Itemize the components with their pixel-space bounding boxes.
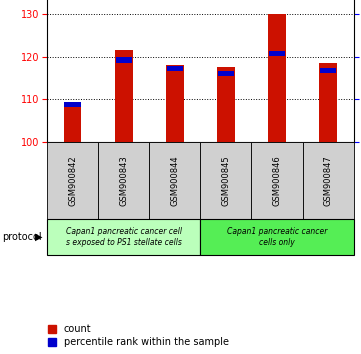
Bar: [64, 103, 82, 142]
Text: GSM900843: GSM900843: [119, 155, 128, 206]
Bar: [65, 102, 81, 107]
Bar: [47, 219, 200, 255]
Bar: [115, 50, 132, 142]
Text: GSM900844: GSM900844: [170, 155, 179, 206]
Bar: [268, 14, 286, 142]
Bar: [116, 57, 132, 63]
Text: protocol: protocol: [2, 232, 42, 242]
Bar: [303, 142, 354, 219]
Bar: [200, 142, 252, 219]
Bar: [269, 51, 285, 56]
Bar: [217, 67, 235, 142]
Text: GSM900847: GSM900847: [324, 155, 333, 206]
Bar: [200, 219, 354, 255]
Bar: [167, 66, 183, 71]
Bar: [319, 63, 337, 142]
Bar: [320, 68, 336, 73]
Bar: [252, 142, 303, 219]
Bar: [98, 142, 149, 219]
Text: ▶: ▶: [35, 232, 43, 242]
Bar: [218, 71, 234, 76]
Bar: [149, 142, 200, 219]
Text: GSM900846: GSM900846: [273, 155, 282, 206]
Bar: [166, 65, 184, 142]
Text: GSM900842: GSM900842: [68, 155, 77, 206]
Text: Capan1 pancreatic cancer
cells only: Capan1 pancreatic cancer cells only: [227, 228, 327, 247]
Legend: count, percentile rank within the sample: count, percentile rank within the sample: [48, 325, 229, 347]
Bar: [47, 142, 98, 219]
Text: Capan1 pancreatic cancer cell
s exposed to PS1 stellate cells: Capan1 pancreatic cancer cell s exposed …: [66, 228, 182, 247]
Text: GSM900845: GSM900845: [221, 155, 230, 206]
